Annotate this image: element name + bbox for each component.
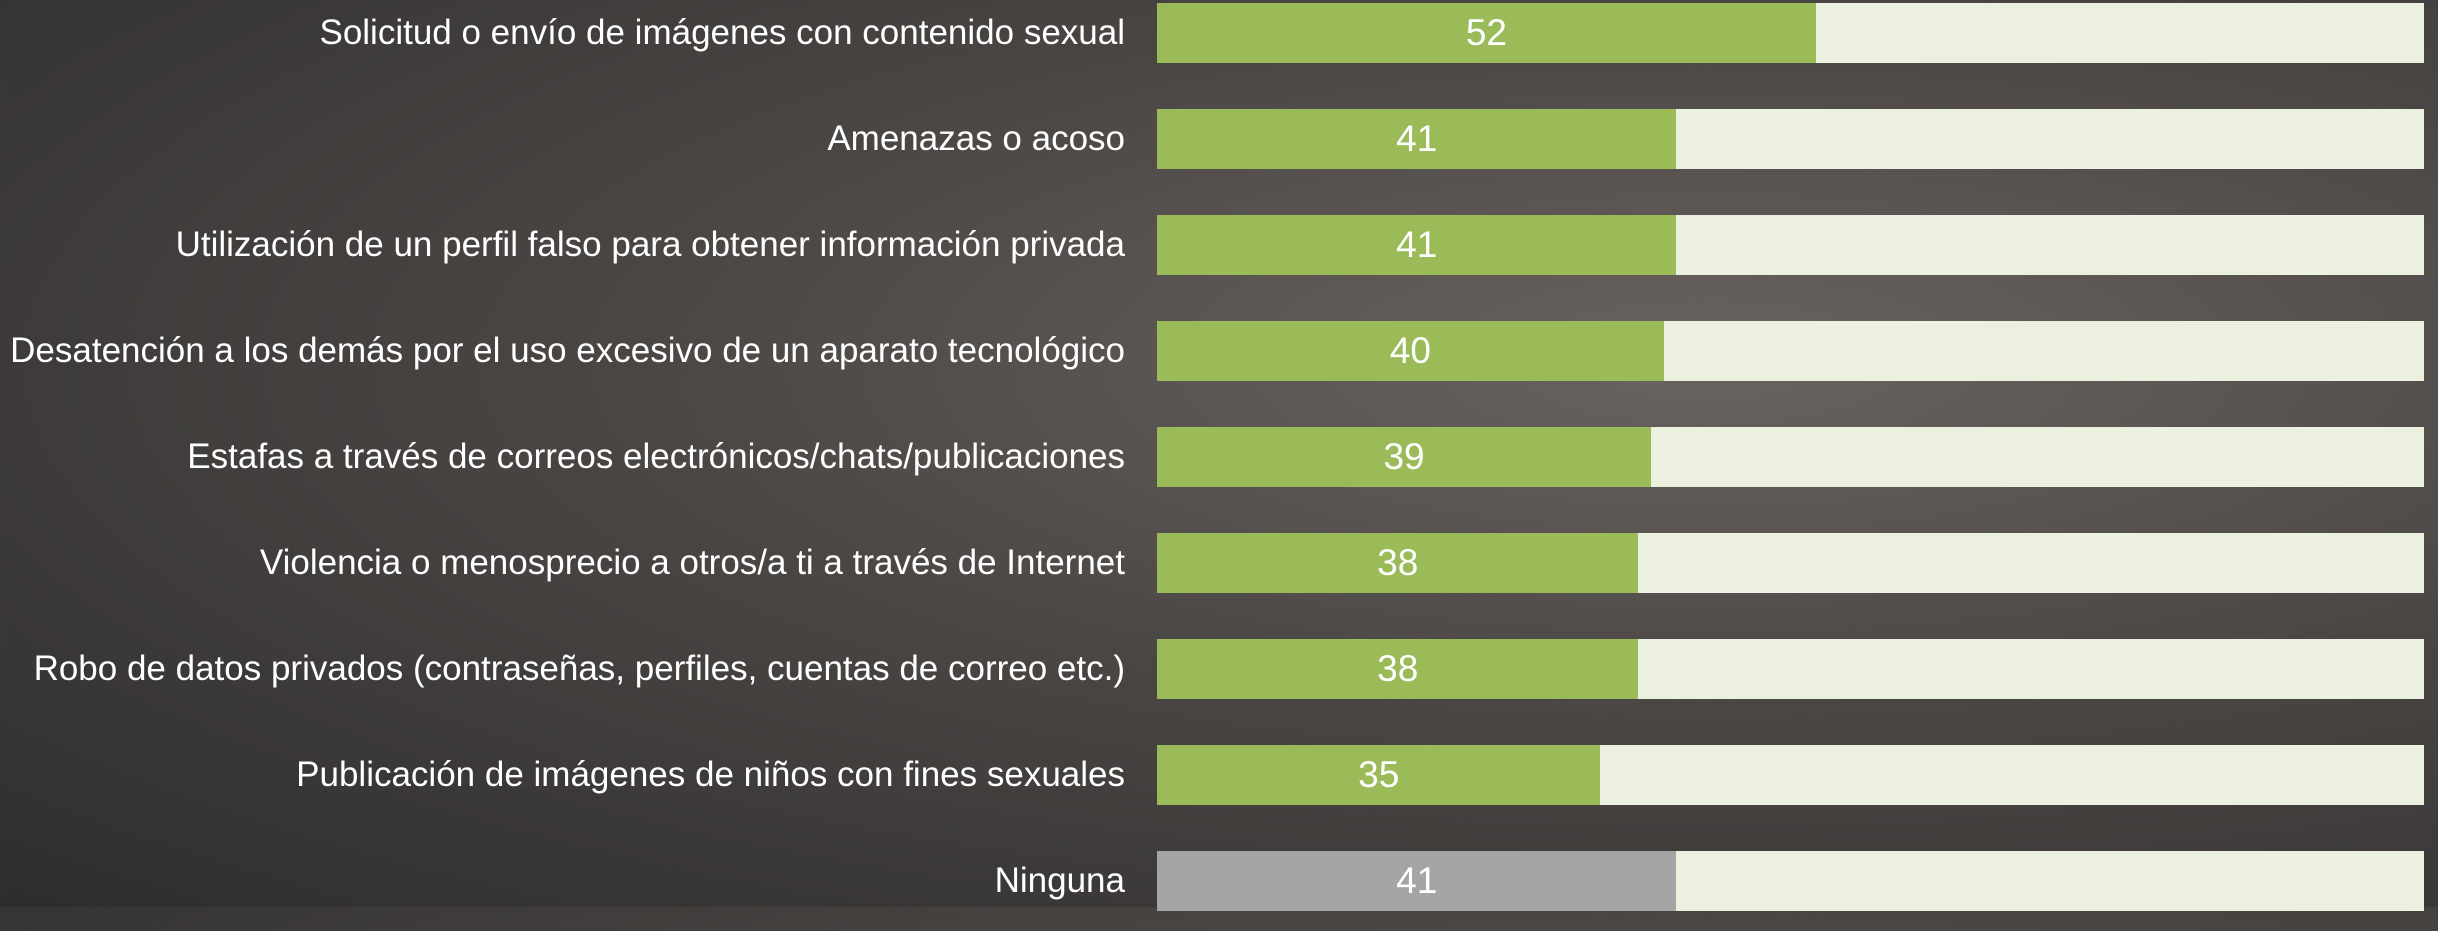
value-label: 38 [1377, 542, 1419, 583]
value-label: 41 [1396, 224, 1438, 265]
bar [1157, 427, 1652, 487]
value-label: 38 [1377, 648, 1419, 689]
category-label: Solicitud o envío de imágenes con conten… [319, 13, 1125, 52]
page: Solicitud o envío de imágenes con conten… [0, 0, 2438, 911]
category-label: Amenazas o acoso [827, 119, 1125, 158]
category-label: Ninguna [994, 861, 1125, 900]
value-label: 40 [1389, 330, 1431, 371]
bar [1157, 745, 1601, 805]
bar [1157, 215, 1677, 275]
value-label: 52 [1465, 12, 1507, 53]
value-label: 41 [1396, 860, 1438, 901]
category-label: Robo de datos privados (contraseñas, per… [33, 649, 1125, 688]
bar [1157, 851, 1677, 911]
value-label: 41 [1396, 118, 1438, 159]
value-label: 39 [1383, 436, 1425, 477]
category-label: Desatención a los demás por el uso exces… [10, 331, 1125, 370]
bar [1157, 639, 1639, 699]
category-label: Publicación de imágenes de niños con fin… [296, 755, 1125, 794]
category-label: Utilización de un perfil falso para obte… [175, 225, 1125, 264]
value-label: 35 [1358, 754, 1400, 795]
category-label: Violencia o menosprecio a otros/a ti a t… [259, 543, 1125, 582]
bar [1157, 533, 1639, 593]
category-label: Estafas a través de correos electrónicos… [187, 437, 1125, 476]
bar [1157, 3, 1816, 63]
bar [1157, 321, 1664, 381]
bar [1157, 109, 1677, 169]
